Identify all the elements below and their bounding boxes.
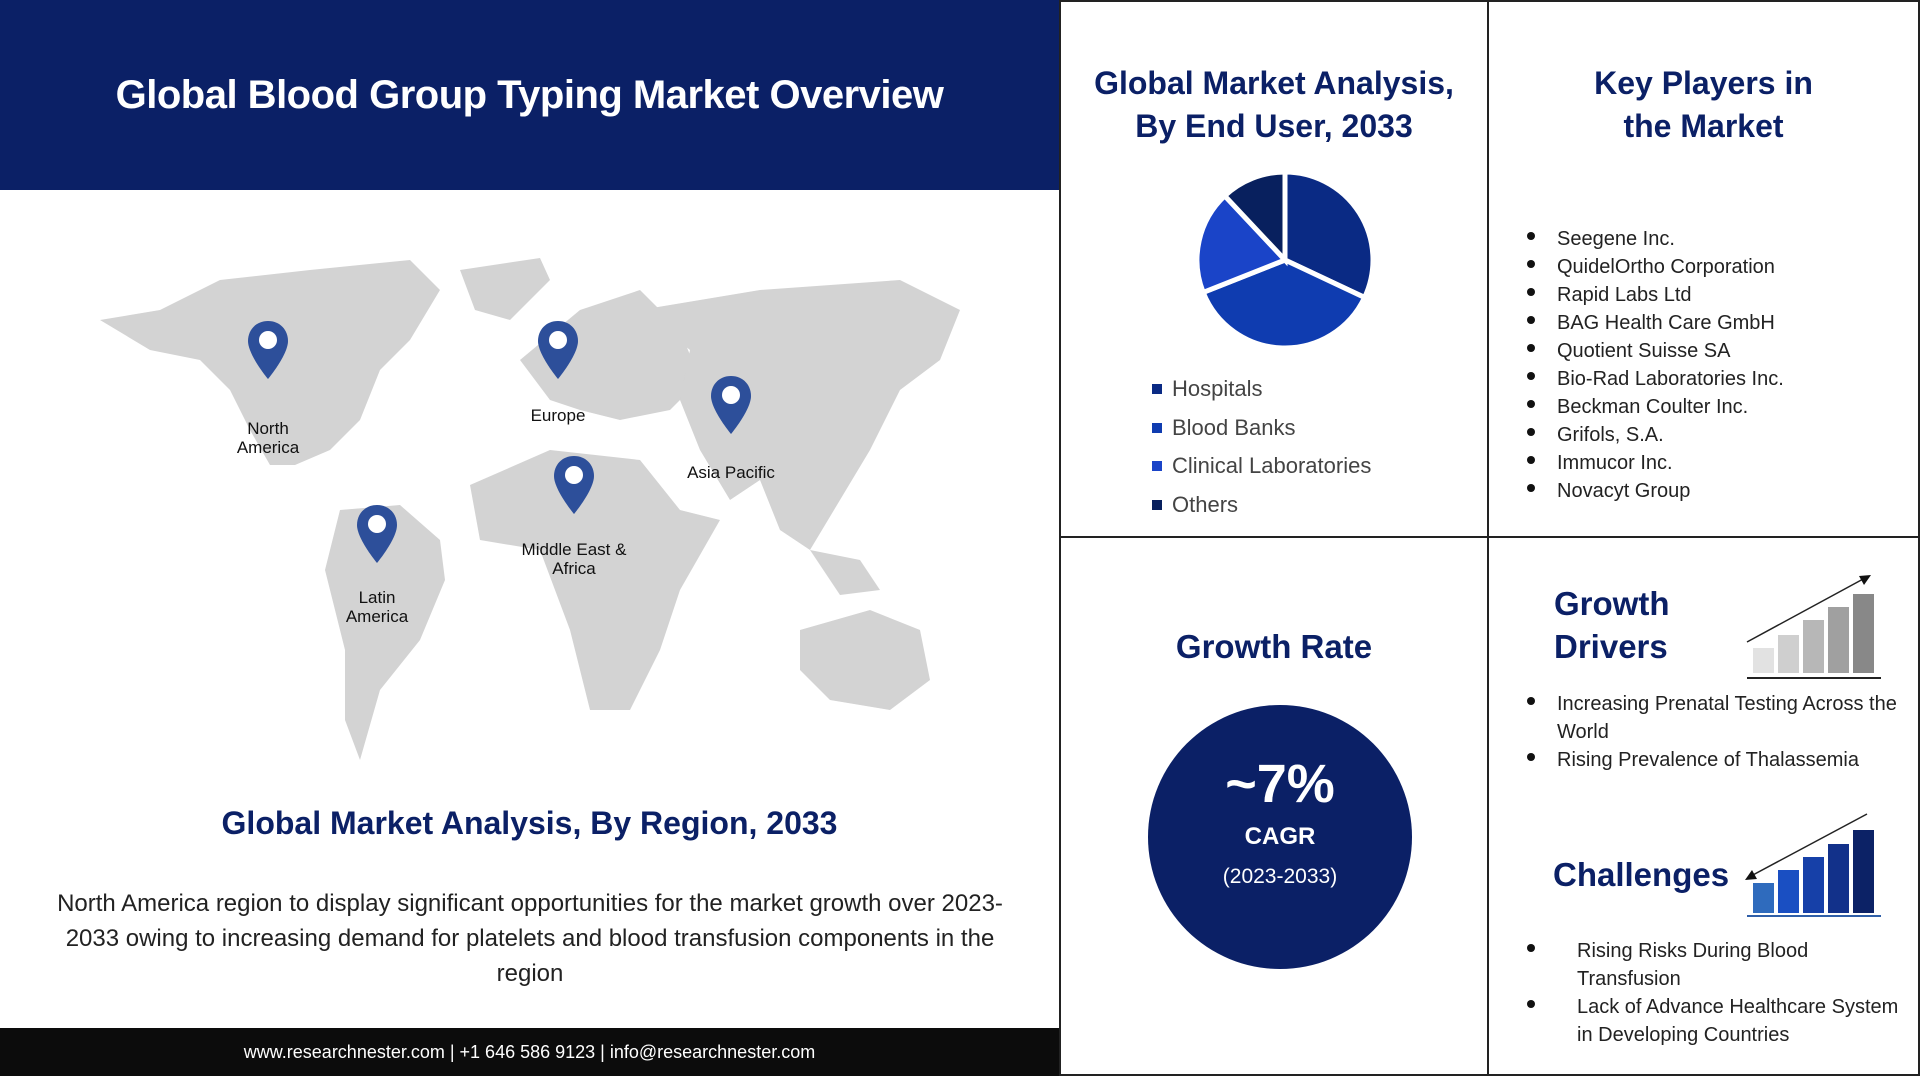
region-description: North America region to display signific…	[57, 890, 1003, 987]
greenland-shape	[460, 258, 550, 320]
list-item: Bio-Rad Laboratories Inc.	[1527, 365, 1784, 393]
list-item: Rising Risks During Blood Transfusion	[1527, 937, 1907, 993]
legend-item: Others	[1152, 486, 1371, 525]
africa-shape	[470, 450, 720, 710]
end-user-pie-chart	[1194, 169, 1376, 351]
challenges-list: Rising Risks During Blood Transfusion Lac…	[1527, 937, 1907, 1049]
cagr-label: CAGR	[1244, 823, 1316, 850]
pie-legend: Hospitals Blood Banks Clinical Laboratorie…	[1152, 370, 1371, 524]
cagr-circle: ~7% CAGR (2023-2033)	[1148, 705, 1412, 969]
end-user-title-line: By End User, 2033	[1135, 108, 1413, 144]
divider	[1059, 536, 1920, 538]
divider	[1487, 0, 1489, 1076]
region-label: Latin America	[345, 588, 409, 626]
location-pin-icon	[538, 321, 578, 379]
pie-slice-hospitals	[1282, 169, 1376, 301]
legend-swatch	[1152, 461, 1162, 472]
header-banner: Global Blood Group Typing Market Overvie…	[0, 0, 1059, 190]
footer-contact: www.researchnester.com | +1 646 586 9123…	[0, 1028, 1059, 1076]
legend-label: Blood Banks	[1172, 414, 1296, 440]
legend-label: Hospitals	[1172, 376, 1263, 402]
list-item: Grifols, S.A.	[1527, 421, 1784, 449]
growth-rate-title: Growth Rate	[1175, 628, 1373, 665]
islands-shape	[810, 550, 880, 595]
list-item: Novacyt Group	[1527, 477, 1784, 505]
legend-swatch	[1152, 384, 1162, 395]
rising-bar-chart-icon	[1746, 575, 1881, 679]
list-item: Beckman Coulter Inc.	[1527, 393, 1784, 421]
list-item: Rapid Labs Ltd	[1527, 281, 1784, 309]
list-item: Quotient Suisse SA	[1527, 337, 1784, 365]
region-label: Asia Pacific	[687, 463, 775, 482]
legend-item: Clinical Laboratories	[1152, 447, 1371, 486]
region-label: Middle East & Africa	[521, 540, 627, 578]
location-pin-icon	[248, 321, 288, 379]
page-title: Global Blood Group Typing Market Overvie…	[115, 72, 944, 117]
list-item: Seegene Inc.	[1527, 225, 1784, 253]
location-pin-icon	[554, 456, 594, 514]
legend-label: Others	[1172, 491, 1239, 517]
end-user-title-line: Global Market Analysis,	[1094, 65, 1454, 101]
south-america-shape	[325, 505, 445, 760]
list-item: Increasing Prenatal Testing Across the W…	[1527, 690, 1907, 746]
challenges-title: Challenges	[1553, 856, 1730, 893]
divider	[1059, 0, 1061, 1076]
legend-label: Clinical Laboratories	[1172, 453, 1372, 479]
divider	[1918, 0, 1920, 1076]
location-pin-icon	[357, 505, 397, 563]
australia-shape	[800, 610, 930, 710]
asia-shape	[640, 280, 960, 550]
declining-bar-chart-icon	[1745, 813, 1881, 917]
world-map	[100, 258, 960, 760]
drivers-title-line: Drivers	[1554, 628, 1668, 665]
region-title: Global Market Analysis, By Region, 2033	[221, 805, 838, 841]
growth-drivers-title: Growth Drivers	[1554, 582, 1669, 668]
key-players-title-line: the Market	[1623, 108, 1784, 144]
region-label: North America	[236, 419, 300, 457]
key-players-title: Key Players in the Market	[1489, 62, 1918, 148]
legend-swatch	[1152, 499, 1162, 510]
key-players-title-line: Key Players in	[1594, 65, 1813, 101]
divider	[1059, 1074, 1920, 1076]
key-players-list: Seegene Inc. QuidelOrtho Corporation Rapid…	[1527, 225, 1784, 505]
location-pin-icon	[711, 376, 751, 434]
cagr-value: ~7%	[1225, 754, 1335, 814]
drivers-title-line: Growth	[1554, 585, 1670, 622]
pie-slice-others	[1221, 169, 1288, 267]
pie-slice-clinical-laboratories	[1194, 192, 1290, 296]
legend-item: Hospitals	[1152, 370, 1371, 409]
legend-item: Blood Banks	[1152, 409, 1371, 448]
list-item: QuidelOrtho Corporation	[1527, 253, 1784, 281]
list-item: Immucor Inc.	[1527, 449, 1784, 477]
region-label: Europe	[530, 406, 586, 425]
left-panel: Global Blood Group Typing Market Overvie…	[0, 0, 1059, 1076]
list-item: Rising Prevalence of Thalassemia	[1527, 746, 1907, 774]
drivers-list: Increasing Prenatal Testing Across the W…	[1527, 690, 1907, 774]
list-item: BAG Health Care GmbH	[1527, 309, 1784, 337]
end-user-title: Global Market Analysis, By End User, 203…	[1061, 62, 1487, 148]
list-item: Lack of Advance Healthcare System in Dev…	[1527, 993, 1907, 1049]
pie-slice-blood-banks	[1199, 257, 1368, 351]
legend-swatch	[1152, 422, 1162, 433]
divider	[1059, 0, 1920, 2]
cagr-period: (2023-2033)	[1222, 865, 1338, 888]
